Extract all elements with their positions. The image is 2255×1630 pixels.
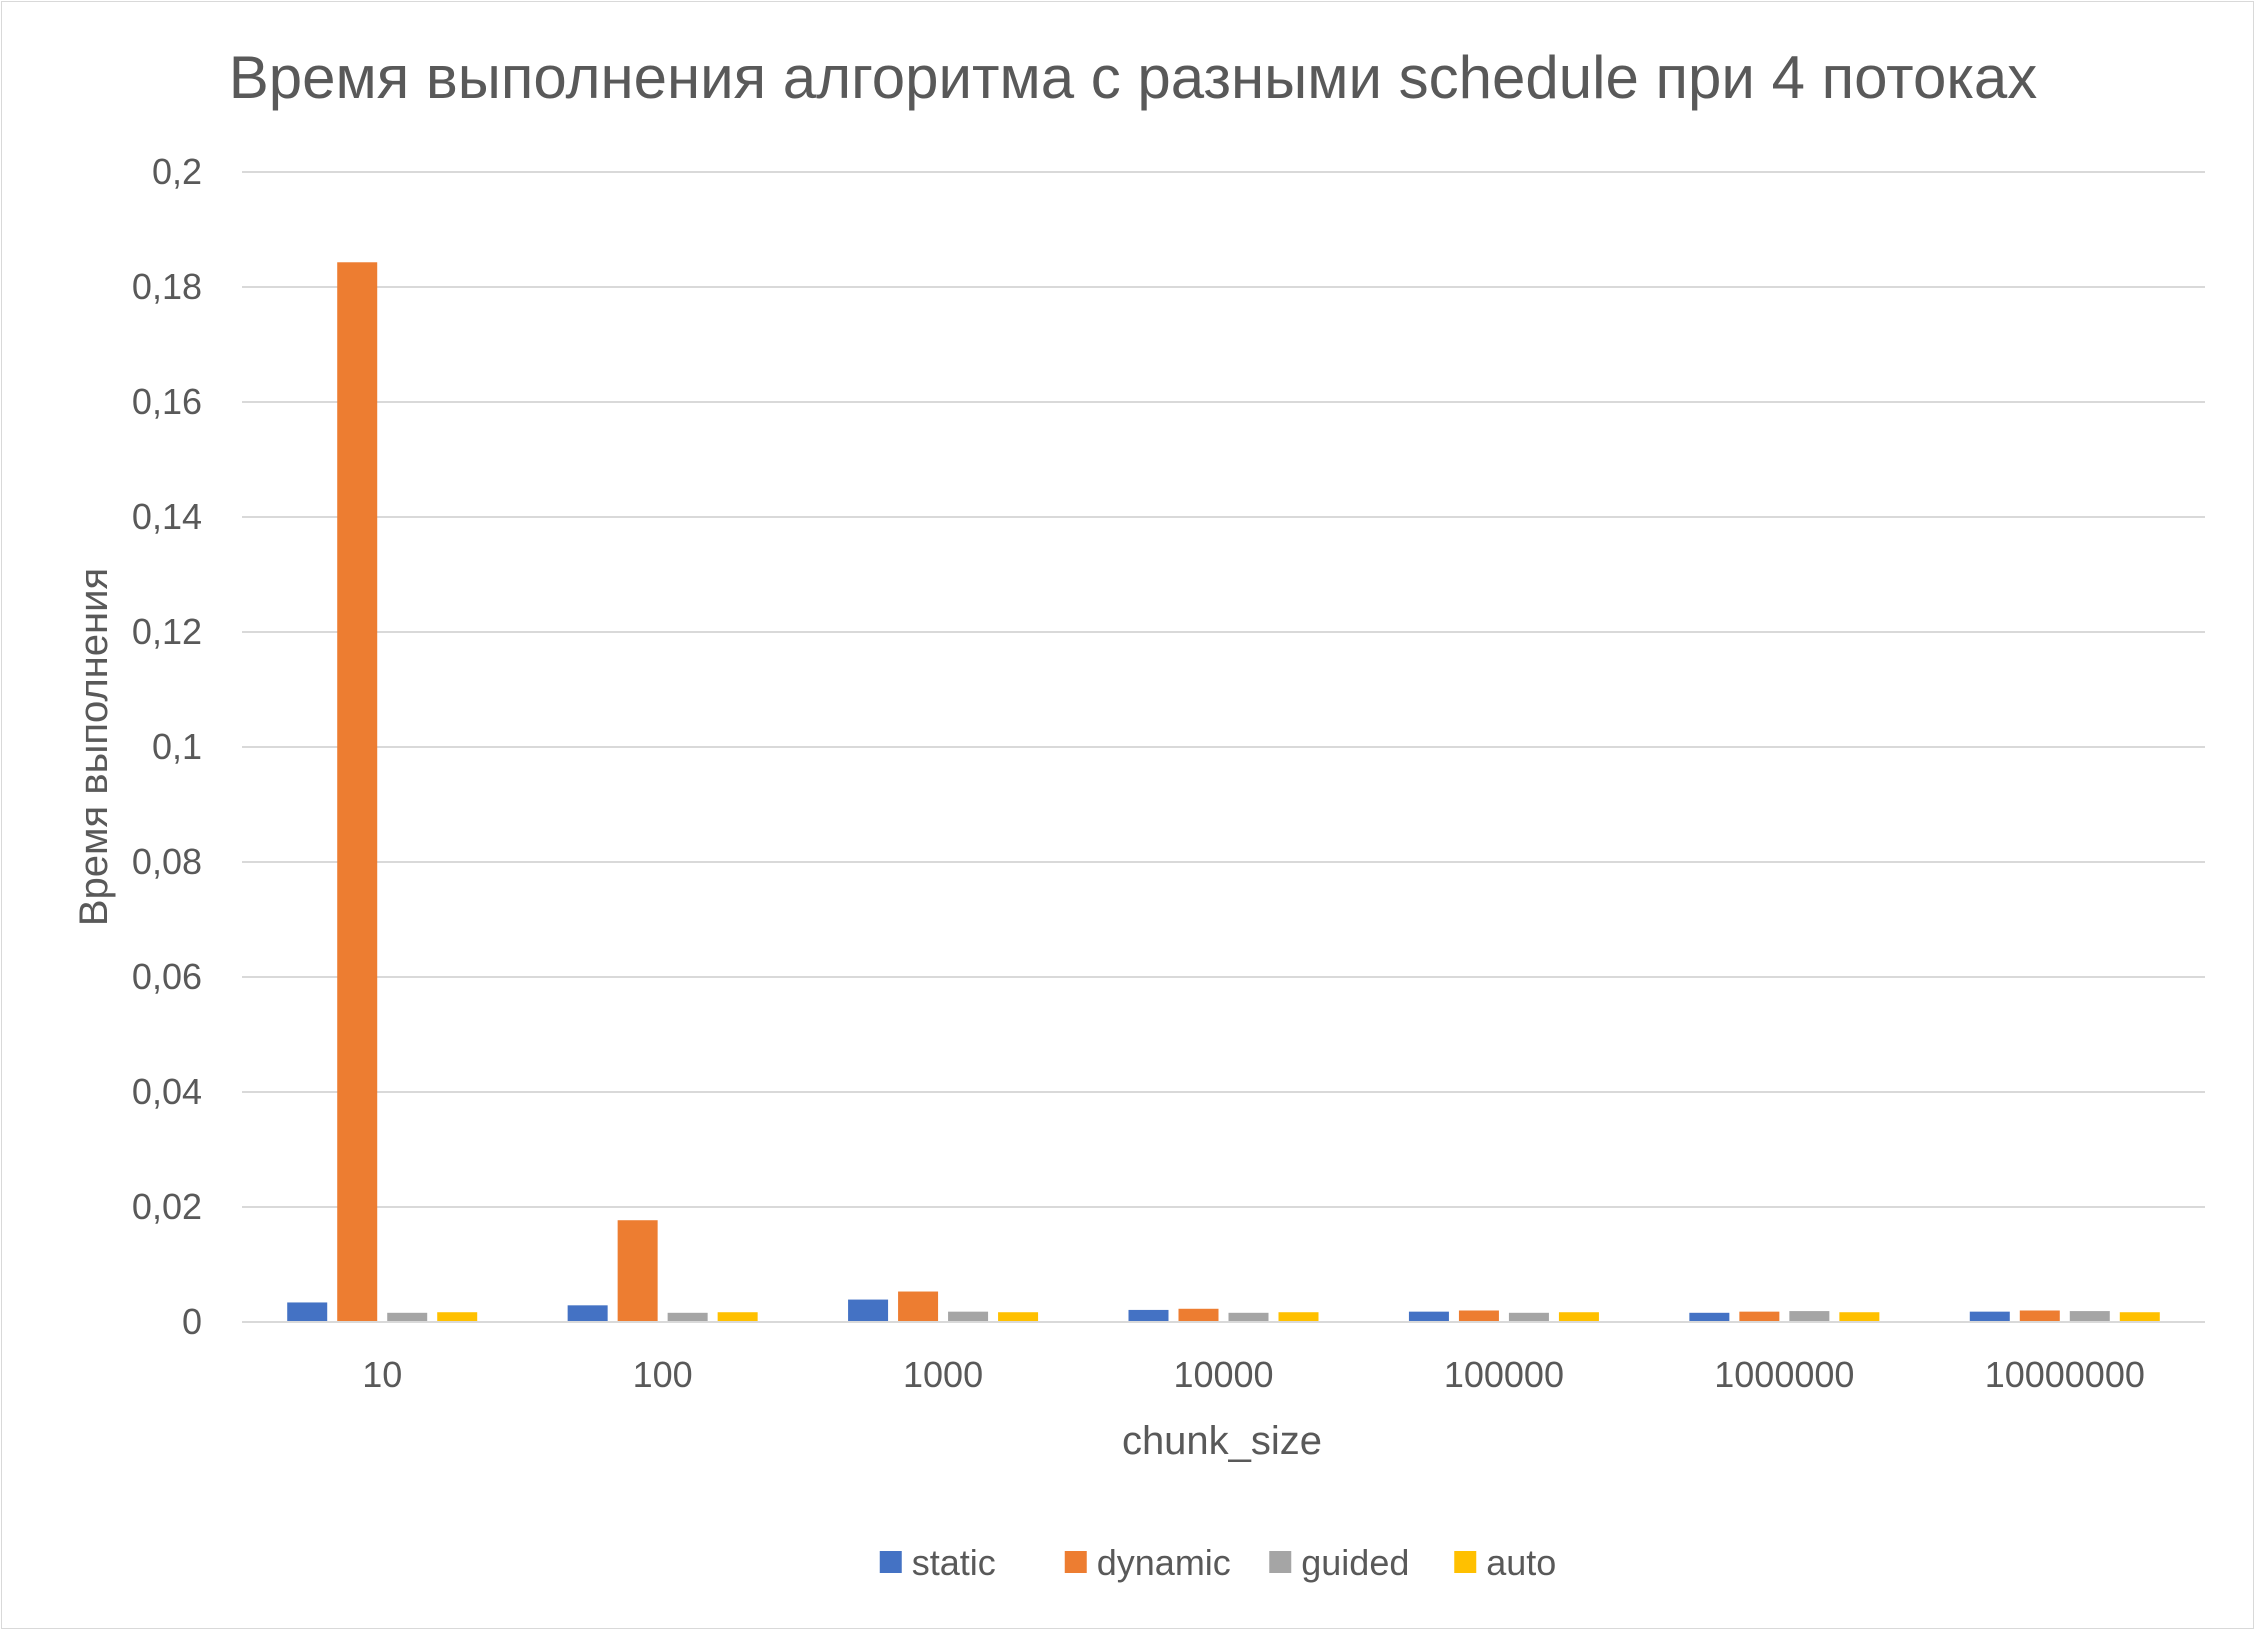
bar-auto-10 [437,1312,478,1322]
legend-label: static [912,1542,996,1583]
legend-item-dynamic: dynamic [1064,1542,1231,1583]
bar-auto-10000000 [2119,1312,2160,1322]
bar-dynamic-100 [617,1220,658,1322]
bar-static-100000 [1408,1311,1449,1322]
y-axis-tick-labels: 0 0,02 0,04 0,06 0,08 0,1 0,12 0,14 0,16 0,18 0,2 [132,151,202,1342]
legend-label: guided [1301,1542,1409,1583]
bar-static-10 [287,1302,328,1322]
bar-auto-1000000 [1839,1312,1880,1322]
bar-dynamic-1000 [898,1291,939,1322]
y-tick-label: 0,16 [132,381,202,422]
legend-swatch [1269,1551,1292,1573]
bar-guided-10000 [1228,1312,1269,1322]
bar-auto-10000 [1278,1312,1319,1322]
bar-auto-100000 [1558,1312,1599,1322]
bar-dynamic-100000 [1458,1310,1499,1322]
y-tick-label: 0,06 [132,956,202,997]
y-tick-label: 0,04 [132,1071,202,1112]
bar-guided-100000 [1508,1312,1549,1322]
x-axis-tick-labels: 10 100 1000 10000 100000 1000000 10000000 [362,1354,2145,1395]
bar-guided-1000 [948,1311,989,1322]
y-tick-label: 0,02 [132,1186,202,1227]
bar-static-10000 [1128,1309,1169,1322]
bar-static-1000000 [1689,1312,1730,1322]
gridlines [242,171,2205,1208]
x-tick-label: 1000000 [1714,1354,1854,1395]
x-tick-label: 1000 [903,1354,983,1395]
legend-swatch [1064,1551,1087,1573]
legend-swatch [1454,1551,1477,1573]
bar-guided-1000000 [1789,1311,1830,1322]
x-tick-label: 10 [362,1354,402,1395]
bar-static-10000000 [1969,1311,2010,1322]
bar-guided-10000000 [2069,1311,2110,1322]
legend-swatch [879,1551,902,1573]
bar-dynamic-10000000 [2019,1310,2060,1322]
y-tick-label: 0,18 [132,266,202,307]
bar-static-1000 [848,1299,889,1322]
y-tick-label: 0 [182,1301,202,1342]
legend-label: dynamic [1097,1542,1231,1583]
y-axis-title: Время выполнения [72,568,116,926]
bars [287,262,2160,1322]
y-tick-label: 0,14 [132,496,202,537]
y-tick-label: 0,12 [132,611,202,652]
y-tick-label: 0,1 [152,726,202,767]
legend-label: auto [1486,1542,1556,1583]
bar-guided-10 [387,1312,428,1322]
legend-item-auto: auto [1454,1542,1556,1583]
x-tick-label: 100000 [1444,1354,1564,1395]
y-tick-label: 0,2 [152,151,202,192]
bar-dynamic-1000000 [1739,1311,1780,1322]
x-tick-label: 100 [633,1354,693,1395]
legend: static dynamic guided auto [879,1542,1556,1583]
bar-guided-100 [667,1312,708,1322]
legend-item-static: static [879,1542,996,1583]
bar-auto-1000 [998,1312,1039,1322]
legend-item-guided: guided [1269,1542,1409,1583]
chart-title: Время выполнения алгоритма с разными sch… [229,44,2038,111]
y-tick-label: 0,08 [132,841,202,882]
bar-static-100 [567,1305,608,1322]
bar-dynamic-10000 [1178,1308,1219,1322]
bar-dynamic-10 [337,262,378,1322]
x-axis-title: chunk_size [1122,1419,1322,1463]
x-tick-label: 10000000 [1985,1354,2145,1395]
bar-auto-100 [717,1312,758,1322]
x-tick-label: 10000 [1173,1354,1273,1395]
